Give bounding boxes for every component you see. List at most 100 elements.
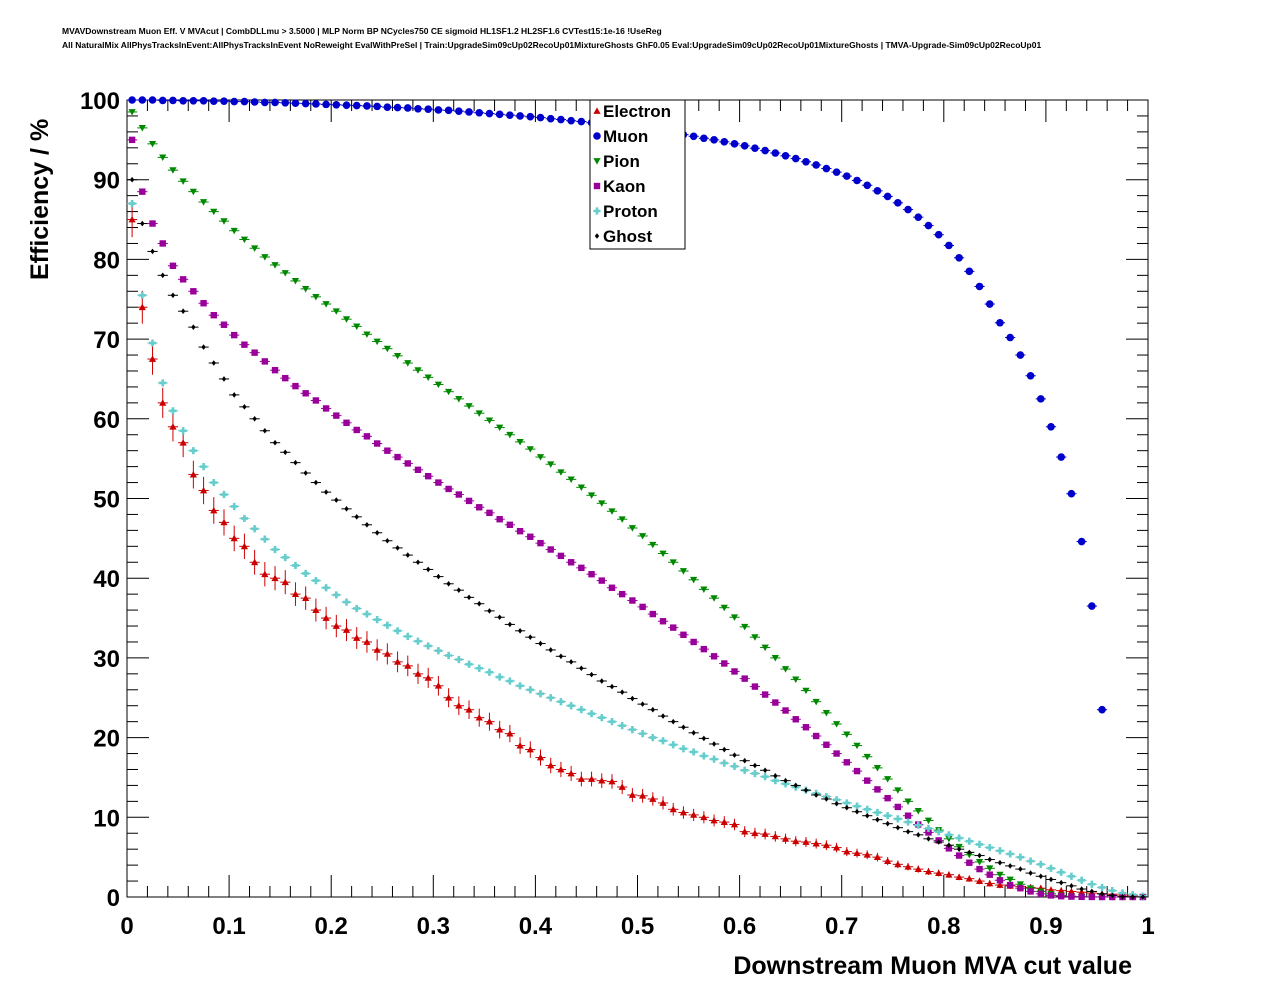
muon-point [342, 101, 351, 109]
ghost-point [385, 537, 390, 544]
kaon-point [210, 311, 217, 319]
muon-point [220, 97, 228, 105]
muon-point [209, 97, 218, 105]
ghost-point [477, 600, 482, 607]
muon-point [332, 100, 341, 109]
kaon-point [588, 571, 595, 578]
pion-point [159, 154, 167, 161]
muon-point [179, 96, 187, 105]
x-tick-label: 0.4 [519, 913, 553, 940]
proton-point [924, 824, 933, 833]
y-tick-label: 70 [93, 327, 120, 354]
muon-point [894, 199, 902, 207]
electron-point [393, 658, 402, 665]
pion-point [761, 644, 769, 652]
muon-point [271, 98, 279, 107]
kaon-point [996, 877, 1004, 884]
ghost-point [487, 608, 492, 614]
muon-point [414, 104, 422, 113]
proton-point [1006, 850, 1014, 858]
kaon-point [955, 852, 963, 859]
proton-point [1118, 889, 1127, 897]
muon-point [1067, 489, 1076, 498]
kaon-point [670, 624, 677, 631]
proton-point [781, 780, 790, 788]
kaon-point [220, 321, 228, 328]
electron-point [894, 860, 902, 868]
muon-point [403, 104, 412, 112]
proton-point [271, 545, 279, 554]
electron-point [884, 857, 892, 865]
ghost-point [681, 724, 686, 731]
proton-point [894, 815, 902, 823]
kaon-point [782, 707, 789, 714]
pion-point [373, 338, 381, 346]
pion-point [393, 352, 402, 360]
pion-point [179, 178, 187, 185]
electron-point [485, 718, 494, 725]
pion-point [536, 454, 545, 461]
proton-point [455, 655, 463, 664]
muon-point [883, 192, 892, 201]
y-tick-label: 30 [93, 646, 120, 673]
kaon-point [659, 618, 667, 625]
muon-point [536, 113, 545, 122]
electron-point [424, 674, 432, 681]
kaon-point [292, 382, 299, 390]
proton-point [945, 831, 953, 839]
proton-point [1037, 860, 1045, 868]
electron-point [291, 590, 300, 598]
electron-point [312, 606, 320, 613]
ghost-point [1140, 894, 1146, 900]
pion-point [730, 614, 739, 621]
pion-point [332, 308, 340, 315]
pion-point [781, 666, 790, 673]
electron-point [383, 650, 391, 657]
title-line-2: All NaturalMix AllPhysTracksInEvent:AllP… [62, 40, 1042, 50]
pion-point [608, 508, 616, 515]
pion-point [251, 245, 259, 252]
kaon-point [792, 716, 799, 723]
proton-point [506, 677, 514, 685]
ghost-point [334, 497, 339, 503]
pion-point [884, 776, 892, 783]
kaon-point [884, 794, 891, 802]
ghost-point [568, 659, 574, 665]
kaon-point [506, 521, 514, 529]
ghost-point [579, 665, 584, 672]
kaon-point [476, 504, 483, 511]
kaon-point [353, 426, 360, 434]
ghost-point [834, 800, 839, 807]
pion-point [700, 586, 708, 593]
electron-point [322, 614, 330, 621]
ghost-point [507, 621, 513, 628]
pion-point [587, 492, 596, 499]
kaon-point [864, 777, 871, 784]
kaon-point [751, 683, 759, 690]
ghost-point [497, 614, 502, 621]
ghost-point [1110, 892, 1115, 899]
muon-point [577, 117, 586, 126]
legend-marker-electron [593, 107, 601, 114]
proton-point [332, 591, 340, 599]
pion-point [128, 109, 136, 116]
kaon-point [537, 539, 544, 547]
muon-point [904, 205, 912, 214]
kaon-point [527, 533, 534, 540]
electron-point [496, 726, 504, 733]
kaon-point [169, 262, 177, 269]
muon-point [761, 146, 769, 155]
ghost-point [660, 713, 666, 719]
pion-point [567, 476, 575, 483]
muon-point [924, 221, 933, 230]
pion-point [189, 188, 197, 196]
muon-point [843, 172, 851, 180]
kaon-point [363, 433, 371, 440]
pion-point [649, 541, 657, 549]
pion-point [812, 698, 820, 706]
y-tick-label: 100 [80, 88, 120, 115]
ghost-point [599, 678, 604, 684]
proton-point [148, 339, 157, 347]
kaon-point [772, 699, 779, 706]
ghost-point [844, 804, 850, 811]
